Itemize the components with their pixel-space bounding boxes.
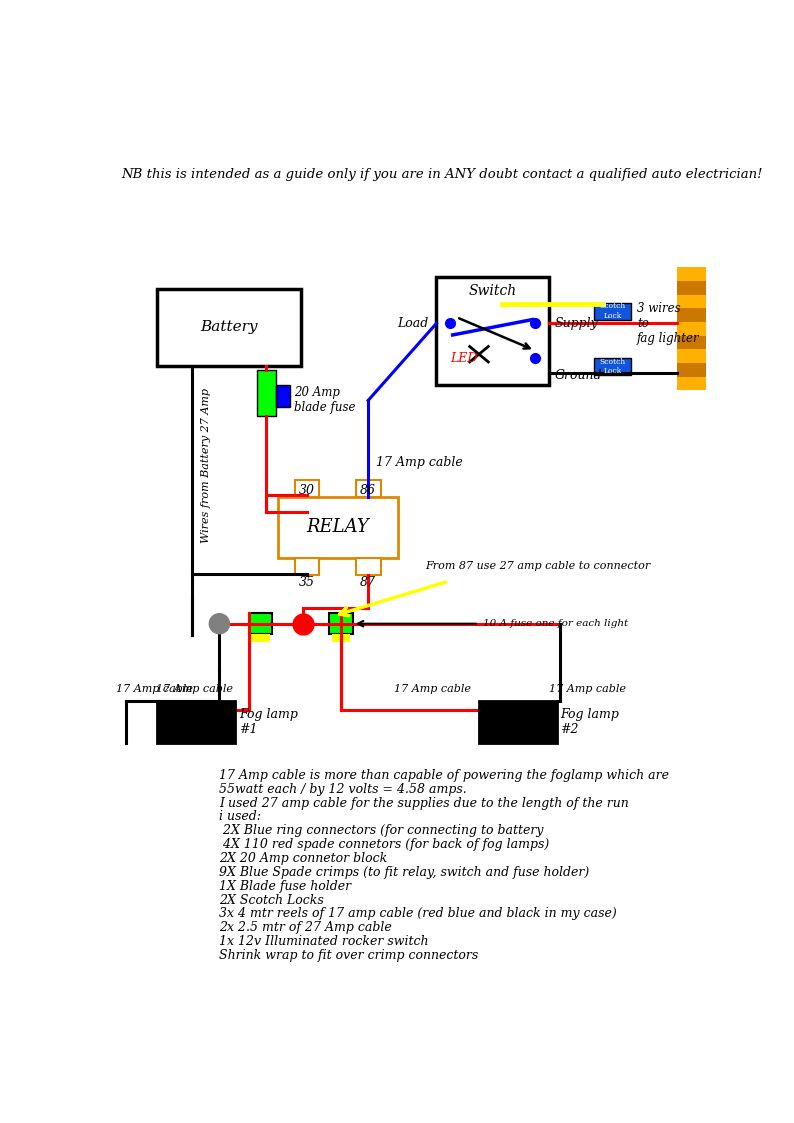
Text: 17 Amp cable: 17 Amp cable — [549, 684, 626, 694]
Text: 1X Blade fuse holder: 1X Blade fuse holder — [219, 879, 352, 893]
Text: 2x 2.5 mtr of 27 Amp cable: 2x 2.5 mtr of 27 Amp cable — [219, 921, 392, 934]
Bar — [594, 358, 631, 375]
Text: Switch: Switch — [468, 284, 517, 298]
Text: RELAY: RELAY — [306, 519, 369, 537]
Circle shape — [210, 613, 229, 633]
Bar — [157, 701, 235, 743]
Text: 30: 30 — [299, 484, 315, 497]
Text: LED: LED — [450, 351, 478, 365]
Text: Wires from Battery 27 Amp: Wires from Battery 27 Amp — [201, 389, 211, 544]
Text: 87: 87 — [360, 576, 376, 590]
Bar — [276, 385, 290, 407]
Text: 20 Amp
blade fuse: 20 Amp blade fuse — [294, 386, 355, 414]
Bar — [594, 302, 631, 320]
Text: Fog lamp
#1: Fog lamp #1 — [239, 707, 298, 736]
Text: 9X Blue Spade crimps (to fit relay, switch and fuse holder): 9X Blue Spade crimps (to fit relay, swit… — [219, 866, 590, 879]
Text: 17 Amp cable: 17 Amp cable — [376, 456, 463, 468]
Bar — [295, 558, 319, 575]
Text: 17 Amp cable is more than capable of powering the foglamp which are: 17 Amp cable is more than capable of pow… — [219, 769, 669, 782]
Text: From 87 use 27 amp cable to connector: From 87 use 27 amp cable to connector — [425, 562, 650, 570]
Text: Shrink wrap to fit over crimp connectors: Shrink wrap to fit over crimp connectors — [219, 949, 479, 962]
Text: Ground: Ground — [555, 369, 603, 382]
Text: 3x 4 mtr reels of 17 amp cable (red blue and black in my case): 3x 4 mtr reels of 17 amp cable (red blue… — [219, 907, 617, 921]
Bar — [157, 289, 301, 366]
Text: 17 Amp cable: 17 Amp cable — [156, 684, 233, 694]
Text: 55watt each / by 12 volts = 4.58 amps.: 55watt each / by 12 volts = 4.58 amps. — [219, 783, 467, 796]
Text: 86: 86 — [360, 484, 376, 497]
Text: Battery: Battery — [200, 320, 258, 335]
Text: 2X Blue ring connectors (for connecting to battery: 2X Blue ring connectors (for connecting … — [219, 824, 544, 838]
Text: 2X 20 Amp connetor block: 2X 20 Amp connetor block — [219, 852, 387, 865]
Bar — [277, 496, 398, 558]
Text: Load: Load — [397, 317, 429, 330]
Text: Scotch
Lock: Scotch Lock — [599, 358, 626, 375]
Text: Supply: Supply — [555, 317, 599, 330]
Bar — [676, 309, 706, 322]
Text: NB this is intended as a guide only if you are in ANY doubt contact a qualified : NB this is intended as a guide only if y… — [121, 168, 762, 181]
Text: 17 Amp cable: 17 Amp cable — [394, 684, 471, 694]
Text: 2X Scotch Locks: 2X Scotch Locks — [219, 894, 324, 906]
Text: 3 wires
to
fag lighter: 3 wires to fag lighter — [637, 302, 700, 345]
Text: 10 A fuse one for each light: 10 A fuse one for each light — [483, 619, 628, 628]
Bar — [251, 634, 270, 642]
Bar — [356, 480, 380, 496]
Bar — [249, 613, 272, 634]
Bar — [332, 634, 350, 642]
Text: 17 Amp cable: 17 Amp cable — [116, 684, 193, 694]
Bar — [479, 701, 557, 743]
Text: 35: 35 — [299, 576, 315, 590]
Bar — [676, 267, 706, 391]
Text: I used 27 amp cable for the supplies due to the length of the run: I used 27 amp cable for the supplies due… — [219, 796, 629, 810]
Bar — [676, 336, 706, 349]
Bar — [356, 558, 380, 575]
Text: 1x 12v Illuminated rocker switch: 1x 12v Illuminated rocker switch — [219, 935, 429, 948]
Bar — [676, 363, 706, 376]
Text: Scotch
Lock: Scotch Lock — [599, 302, 626, 320]
Text: Fog lamp
#2: Fog lamp #2 — [561, 707, 619, 736]
Bar — [330, 613, 353, 634]
Bar — [676, 281, 706, 294]
Bar — [295, 480, 319, 496]
Text: 4X 110 red spade connetors (for back of fog lamps): 4X 110 red spade connetors (for back of … — [219, 838, 549, 851]
Bar — [256, 369, 276, 416]
Bar — [437, 277, 549, 385]
Text: i used:: i used: — [219, 811, 261, 823]
